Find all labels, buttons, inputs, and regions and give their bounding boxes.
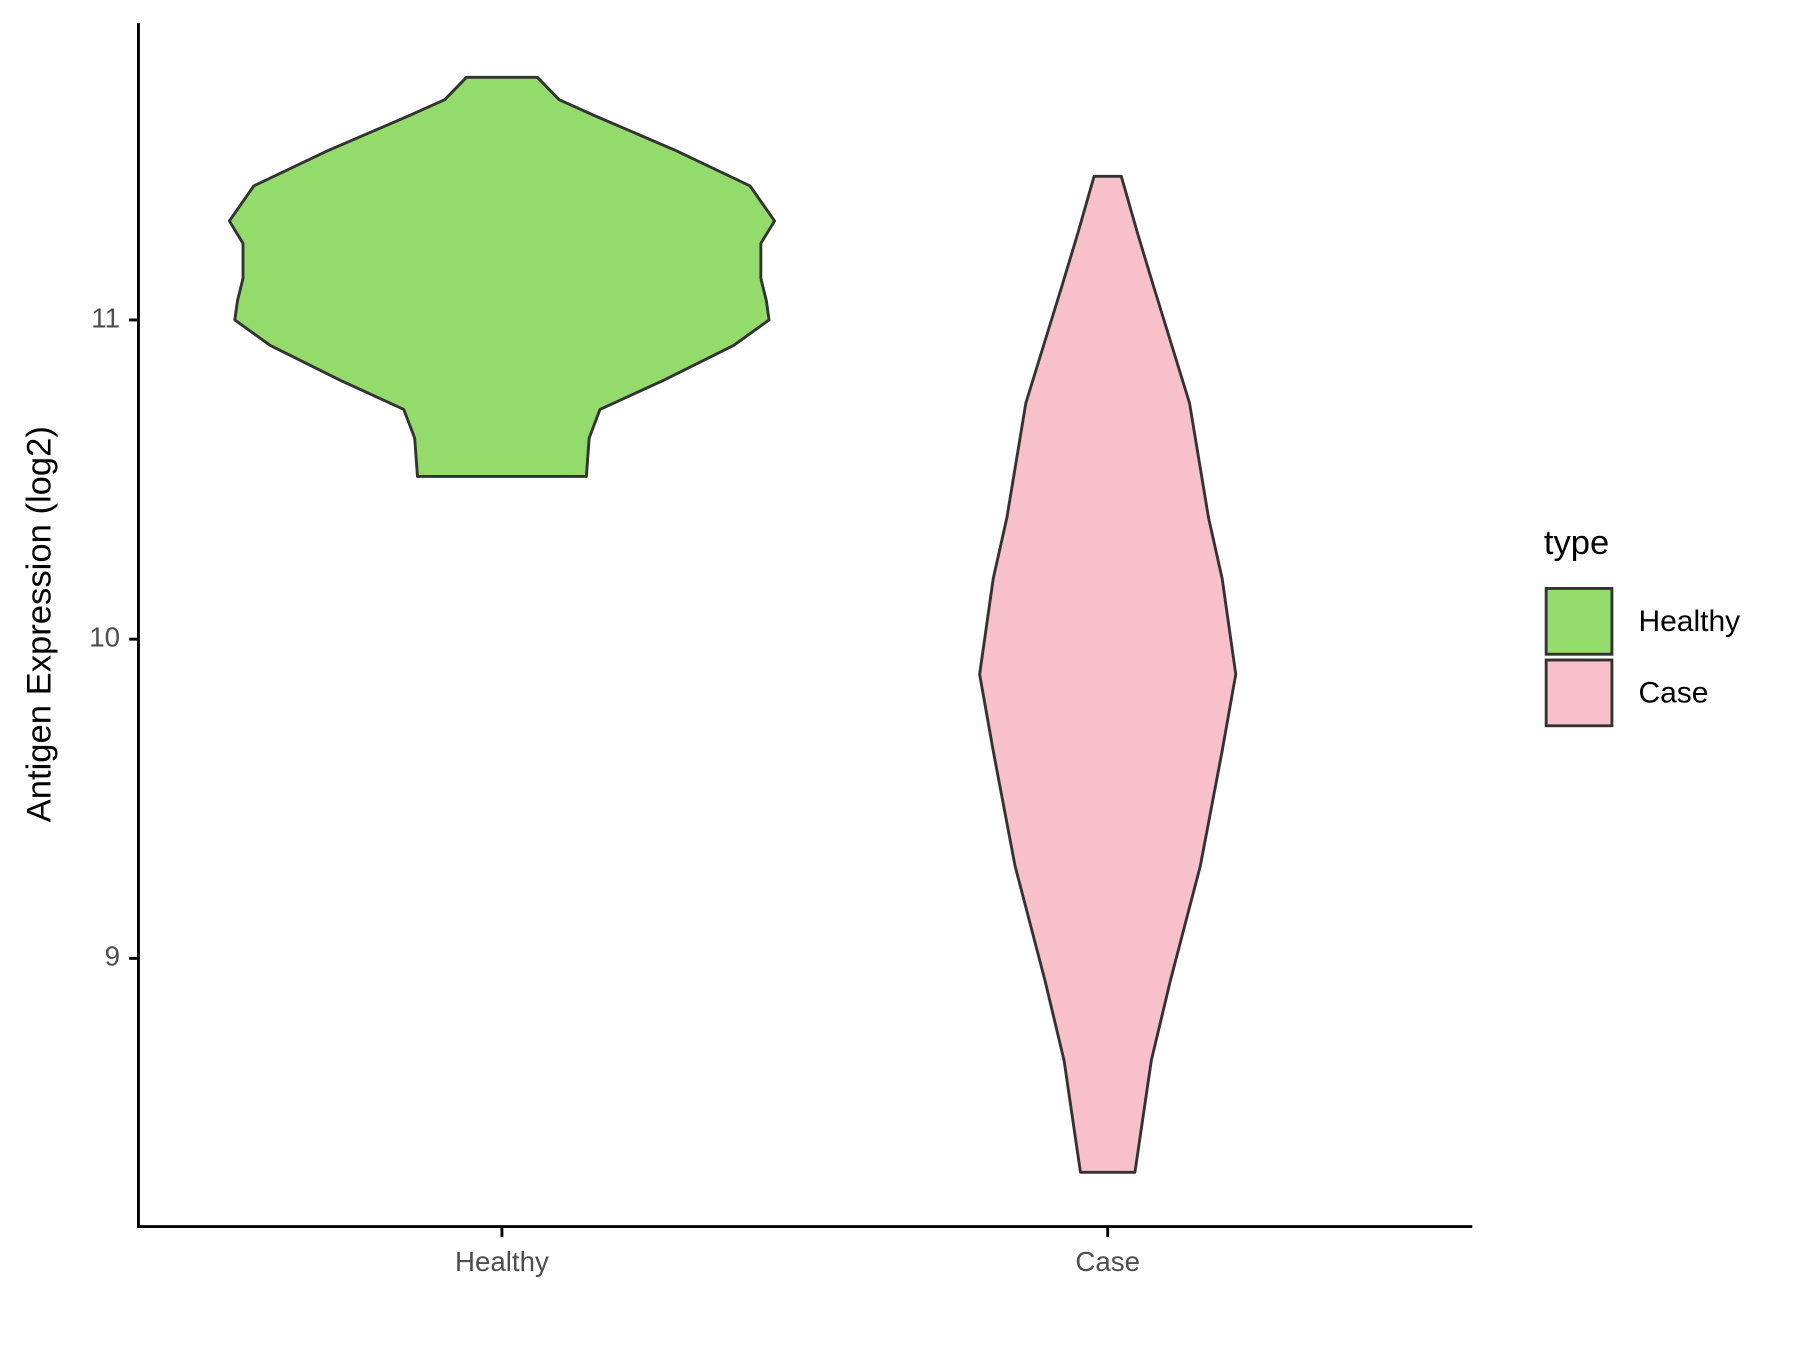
legend-label: Healthy (1638, 605, 1740, 638)
y-tick-label: 11 (91, 302, 120, 333)
y-tick-label: 9 (105, 941, 120, 972)
x-tick-label: Healthy (455, 1246, 549, 1277)
violin (227, 75, 777, 478)
legend-key (1544, 587, 1614, 656)
legend-label: Case (1638, 677, 1708, 710)
y-axis-label: Antigen Expression (log2) (21, 426, 59, 822)
violin (978, 174, 1238, 1174)
y-tick-label: 10 (89, 621, 120, 652)
legend-title: type (1544, 524, 1609, 562)
legend-key (1544, 658, 1614, 728)
x-tick-label: Case (1075, 1246, 1140, 1277)
